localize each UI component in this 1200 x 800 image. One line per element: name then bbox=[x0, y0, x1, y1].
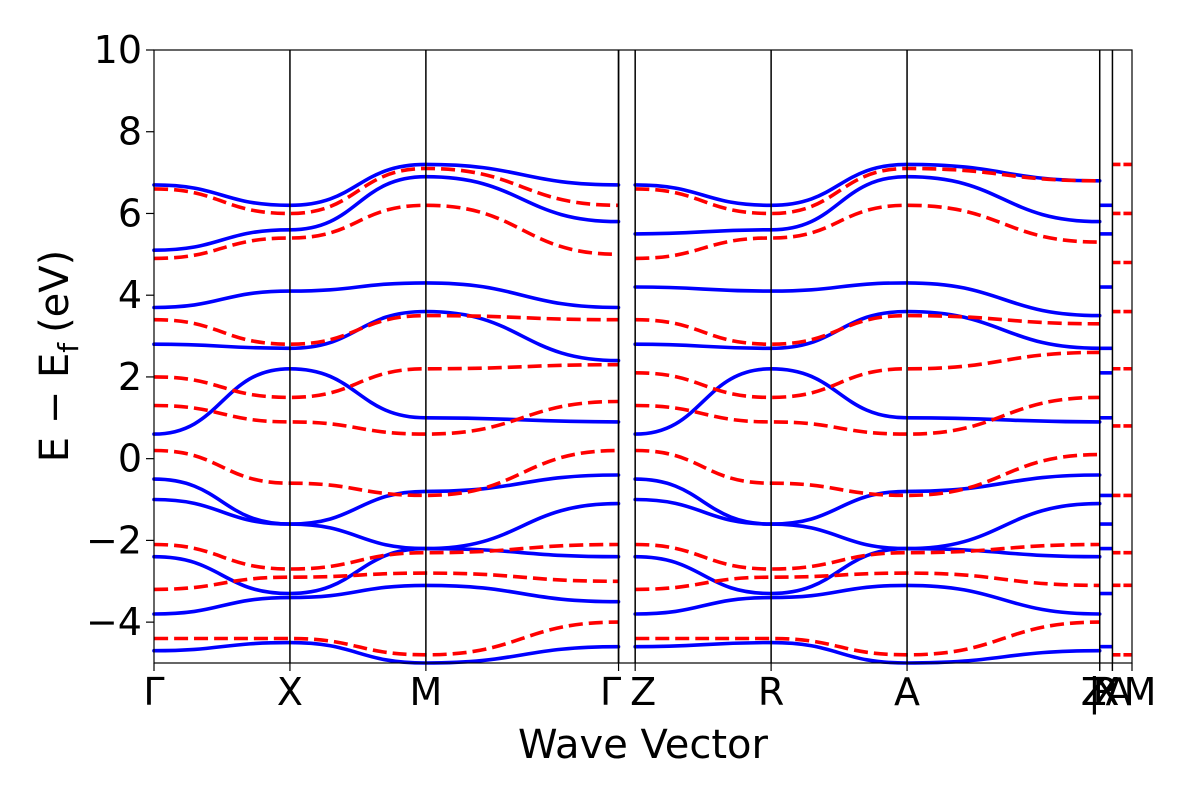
band-series-2 bbox=[152, 281, 621, 310]
band-series-4 bbox=[152, 367, 621, 436]
band-series-13 bbox=[153, 362, 619, 400]
y-tick-label: 4 bbox=[118, 273, 142, 317]
band-series-16 bbox=[153, 542, 619, 571]
band-series-15 bbox=[153, 448, 619, 498]
band-series-36 bbox=[635, 571, 1100, 592]
x-tick-label: Z bbox=[1081, 670, 1107, 714]
x-tick-label: Z bbox=[630, 670, 656, 714]
x-tick-label: | bbox=[1088, 670, 1101, 715]
x-tick-label: Γ bbox=[143, 670, 164, 714]
band-series-26 bbox=[633, 546, 1102, 596]
x-tick-label: A bbox=[894, 670, 920, 714]
band-series-31 bbox=[635, 313, 1100, 346]
band-series-25 bbox=[633, 497, 1102, 551]
y-tick-label: −4 bbox=[86, 600, 142, 644]
band-series-20 bbox=[633, 174, 1102, 236]
band-series-27 bbox=[633, 583, 1102, 616]
y-axis-title-main: E − E bbox=[32, 353, 78, 463]
band-series-17 bbox=[153, 571, 619, 592]
band-series-14 bbox=[153, 399, 619, 436]
band-series-7 bbox=[152, 546, 621, 596]
x-tick-label: M bbox=[1124, 670, 1157, 714]
band-series-5 bbox=[152, 473, 621, 526]
x-tick-label: X bbox=[277, 670, 303, 714]
band-series-35 bbox=[635, 542, 1100, 571]
y-axis-title-sub: f bbox=[52, 342, 85, 353]
y-tick-label: 0 bbox=[118, 437, 142, 481]
x-tick-label: A bbox=[1105, 670, 1131, 714]
band-series-11 bbox=[153, 203, 619, 261]
band-series-33 bbox=[635, 395, 1100, 436]
band-series-24 bbox=[633, 473, 1102, 526]
band-series-21 bbox=[633, 281, 1102, 318]
band-series-1 bbox=[152, 174, 621, 252]
band-series-6 bbox=[152, 497, 621, 551]
band-series-23 bbox=[633, 367, 1102, 436]
x-axis-title: Wave Vector bbox=[518, 722, 769, 768]
band-series-30 bbox=[635, 203, 1100, 261]
band-series-22 bbox=[633, 309, 1102, 351]
y-tick-label: 6 bbox=[118, 191, 142, 235]
x-tick-label: Γ bbox=[600, 670, 621, 714]
band-series-29 bbox=[635, 166, 1100, 216]
y-axis-ticks: 10 8 6 4 2 0 −2 −4 bbox=[86, 28, 154, 644]
band-series-37 bbox=[635, 620, 1100, 657]
y-tick-label: 8 bbox=[118, 110, 142, 154]
y-axis-title-unit: (eV) bbox=[32, 250, 78, 333]
band-series-34 bbox=[635, 448, 1100, 498]
x-tick-label: M bbox=[409, 670, 442, 714]
high-symmetry-lines bbox=[289, 50, 1114, 663]
x-tick-label: X bbox=[1093, 670, 1119, 714]
band-series-12 bbox=[153, 313, 619, 346]
band-series-8 bbox=[152, 583, 621, 616]
y-tick-label: −2 bbox=[86, 518, 142, 562]
band-series-9 bbox=[152, 640, 621, 665]
band-lines bbox=[152, 162, 1132, 665]
plot-frame bbox=[153, 49, 1133, 664]
y-axis-title: E − Ef (eV) bbox=[32, 250, 85, 463]
band-series-32 bbox=[635, 350, 1100, 400]
y-tick-label: 10 bbox=[94, 28, 142, 72]
band-series-18 bbox=[154, 620, 619, 657]
x-tick-label: R bbox=[1093, 670, 1119, 714]
x-tick-label: R bbox=[758, 670, 784, 714]
band-series-10 bbox=[153, 166, 619, 216]
svg-text:E − Ef(eV): E − Ef (eV) bbox=[32, 250, 85, 463]
band-series-0 bbox=[152, 162, 621, 208]
y-tick-label: 2 bbox=[118, 355, 142, 399]
x-axis-ticks: Γ X M Γ Z R A ZR|XAM bbox=[143, 663, 1156, 715]
band-series-19 bbox=[633, 162, 1102, 208]
band-series-28 bbox=[633, 640, 1102, 665]
